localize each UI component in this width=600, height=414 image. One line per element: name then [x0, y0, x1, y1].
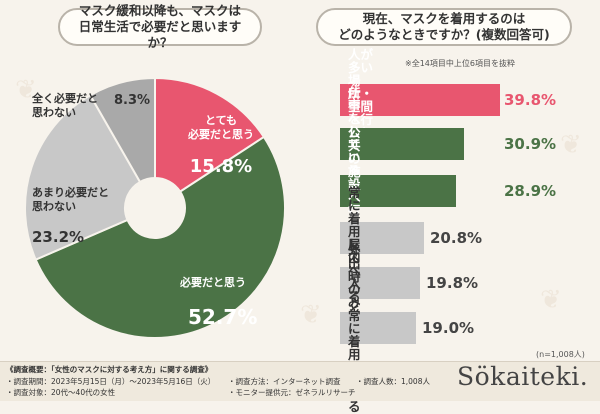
survey-period: ・調査期間：2023年5月15日（月）〜2023年5月16日（火） [6, 377, 216, 386]
bar-value-label: 19.8% [426, 274, 479, 292]
survey-provider: ・モニター提供元：ゼネラルリサーチ [228, 388, 356, 397]
pie-category-label: とても 必要だと思う [188, 114, 254, 141]
sample-size-note: (n=1,008人) [536, 350, 585, 359]
leaf-decoration-icon: ❦ [15, 75, 37, 105]
survey-title: 《調査概要：「女性のマスクに対する考え方」に関する調査》 [6, 365, 213, 374]
pie-label-not-very-necessary: あまり必要だと 思わない 23.2% [32, 172, 109, 258]
pie-slice [24, 93, 142, 261]
bar-value-label: 19.0% [422, 319, 475, 337]
left-question-box: マスク緩和以降も、マスクは 日常生活で必要だと思いますか？ [58, 3, 262, 50]
leaf-decoration-icon: ❦ [540, 285, 562, 315]
pie-label-very-necessary: とても 必要だと思う 15.8% [188, 100, 254, 188]
bar [340, 175, 456, 207]
pie-value-label: 8.3% [114, 93, 151, 108]
donut-chart [24, 76, 286, 339]
right-question-box: 現在、マスクを着用するのは どのようなときですか？(複数回答可) [316, 8, 572, 46]
bar [340, 128, 464, 160]
survey-respondents: ・調査人数：1,008人 [356, 377, 430, 386]
pie-category-label: 全く必要だと 思わない [32, 92, 98, 119]
pie-label-necessary: 必要だと思う 52.7% [180, 262, 257, 338]
bar [340, 222, 424, 254]
bar-value-label: 20.8% [430, 229, 483, 247]
pie-label-not-at-all-necessary: 全く必要だと 思わない [32, 78, 98, 134]
bar-value-label: 39.8% [504, 91, 557, 109]
pie-slice [34, 135, 286, 339]
bar [340, 312, 416, 344]
bar [340, 84, 500, 116]
survey-footer: 《調査概要：「女性のマスクに対する考え方」に関する調査》 ・調査期間：2023年… [0, 361, 600, 401]
pie-value-label: 15.8% [189, 156, 253, 177]
items-note: ※全14項目中上位6項目を抜粋 [405, 59, 515, 68]
pie-slice [88, 76, 156, 184]
bar [340, 267, 420, 299]
survey-target: ・調査対象：20代〜40代の女性 [6, 388, 116, 397]
sokaiteki-logo: Sökaiteki. [457, 362, 589, 391]
bar-category-label: 外出時のみ 常に着用している [348, 244, 361, 414]
bar-value-label: 28.9% [504, 182, 557, 200]
pie-value-label: 23.2% [32, 228, 85, 246]
leaf-decoration-icon: ❦ [300, 300, 322, 330]
pie-value-label: 52.7% [188, 305, 258, 329]
survey-method: ・調査方法：インターネット調査 [228, 377, 341, 386]
pie-category-label: 必要だと思う [180, 276, 246, 289]
leaf-decoration-icon: ❦ [560, 130, 582, 160]
pie-category-label: あまり必要だと 思わない [32, 186, 109, 213]
pie-slice [154, 76, 266, 193]
bar-value-label: 30.9% [504, 135, 557, 153]
